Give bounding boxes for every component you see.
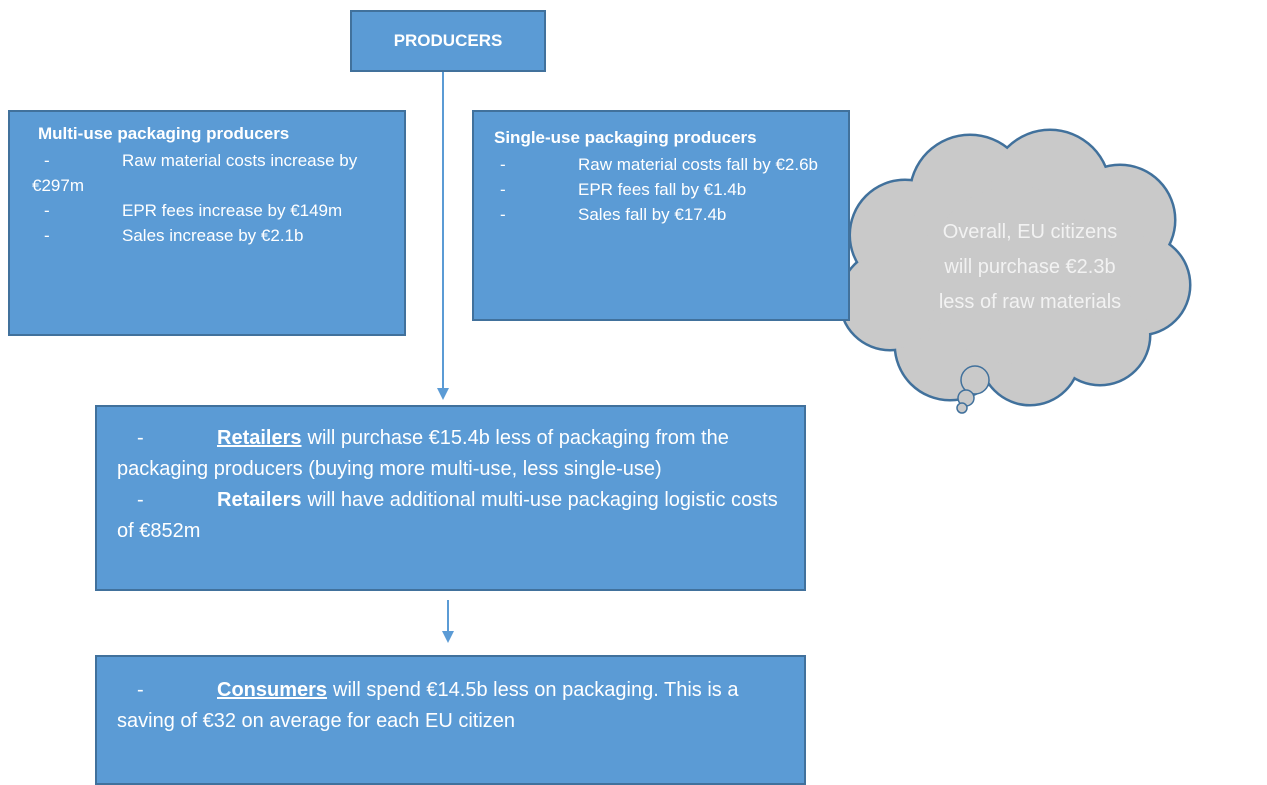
producers-box: PRODUCERS (350, 10, 546, 72)
item-list: - Raw material costs increase by €297m - EP… (32, 148, 386, 248)
item-text: will spend €14.5b less on packaging. Thi… (117, 679, 739, 732)
item-text: will have additional multi-use packaging… (117, 489, 778, 542)
list-item: - EPR fees increase by €149m (32, 198, 386, 223)
box-title: Single-use packaging producers (494, 128, 757, 147)
cloud-fill (926, 186, 1104, 364)
item-list: - Retailers will purchase €15.4b less of p… (117, 423, 784, 547)
single-use-box: Single-use packaging producers - Raw mate… (472, 110, 850, 321)
bullet: - (500, 205, 506, 224)
list-item: - EPR fees fall by €1.4b (488, 177, 830, 202)
bullet: - (137, 679, 144, 701)
cloud-text: Overall, EU citizens (943, 221, 1118, 243)
connectors: Overall, EU citizens will purchase €2.3b l… (437, 72, 1192, 643)
bullet: - (44, 201, 50, 220)
bold-word: Retailers (217, 427, 302, 449)
producers-label: PRODUCERS (393, 31, 503, 50)
bullet: - (137, 427, 144, 449)
bullet: - (500, 180, 506, 199)
list-item: - Raw material costs fall by €2.6b (488, 152, 830, 177)
box-title: Multi-use packaging producers (38, 124, 290, 143)
item-text: Raw material costs fall by €2.6b (578, 155, 818, 174)
list-item: - Sales increase by €2.1b (32, 223, 386, 248)
list-item: - Retailers will purchase €15.4b less of p… (117, 423, 784, 485)
cloud-bubble (956, 402, 968, 414)
consumers-box: - Consumers will spend €14.5b less on pack… (95, 655, 806, 785)
cloud-fill (841, 251, 939, 349)
bold-word: Retailers (217, 489, 302, 511)
list-item: - Sales fall by €17.4b (488, 202, 830, 227)
item-text: Raw material costs increase by €297m (32, 151, 358, 195)
list-item: - Retailers will have additional multi-use… (117, 485, 784, 547)
cloud: Overall, EU citizens will purchase €2.3b l… (838, 128, 1192, 414)
item-text: EPR fees increase by €149m (122, 201, 343, 220)
cloud-text: less of raw materials (939, 291, 1121, 313)
item-text: Sales fall by €17.4b (578, 205, 727, 224)
arrow-head (442, 631, 454, 643)
bullet: - (44, 151, 50, 170)
item-list: - Consumers will spend €14.5b less on pack… (117, 675, 784, 737)
item-text: Sales increase by €2.1b (122, 226, 304, 245)
bullet: - (137, 489, 144, 511)
arrow-head (437, 388, 449, 400)
multi-use-box: Multi-use packaging producers - Raw mater… (8, 110, 406, 336)
bullet: - (500, 155, 506, 174)
item-text: will purchase €15.4b less of packaging f… (117, 427, 729, 480)
cloud-bubble (960, 365, 990, 395)
cloud-text: will purchase €2.3b (943, 256, 1115, 278)
retailers-box: - Retailers will purchase €15.4b less of p… (95, 405, 806, 591)
bold-word: Consumers (217, 679, 328, 701)
bullet: - (44, 226, 50, 245)
item-list: - Raw material costs fall by €2.6b - EPR fe… (488, 152, 830, 227)
list-item: - Raw material costs increase by €297m (32, 148, 386, 198)
list-item: - Consumers will spend €14.5b less on pack… (117, 675, 784, 737)
item-text: EPR fees fall by €1.4b (578, 180, 747, 199)
page: Overall, EU citizens will purchase €2.3b l… (8, 10, 1192, 785)
